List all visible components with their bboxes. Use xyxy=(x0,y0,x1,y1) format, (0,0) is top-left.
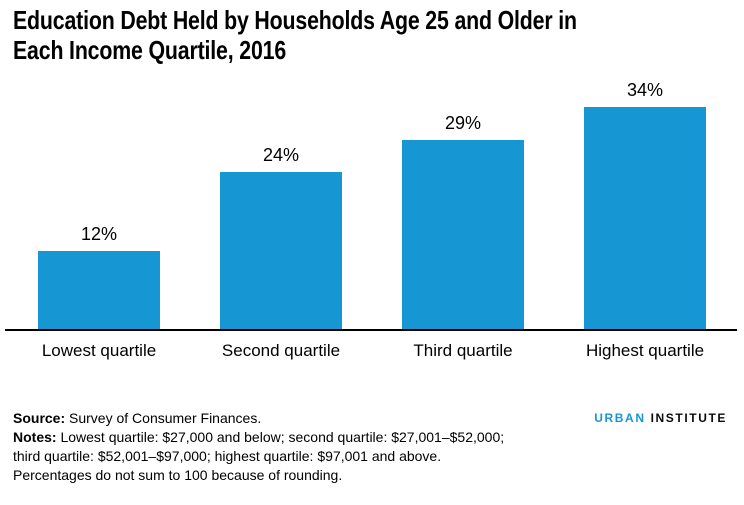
chart-title-line-1: Education Debt Held by Households Age 25… xyxy=(13,5,577,35)
bar-value-label: 34% xyxy=(626,80,664,100)
bar-value-label: 12% xyxy=(80,224,118,244)
bar xyxy=(584,107,706,329)
category-label: Lowest quartile xyxy=(41,341,157,360)
note-text: Lowest quartile: $27,000 and below; seco… xyxy=(56,429,505,445)
note-line: Notes: Lowest quartile: $27,000 and belo… xyxy=(13,428,504,447)
category-label: Third quartile xyxy=(413,341,513,360)
category-label: Highest quartile xyxy=(585,341,705,360)
logo-urban-text: URBAN xyxy=(594,411,646,425)
bar-column: 12% xyxy=(38,224,160,329)
logo-institute-text: INSTITUTE xyxy=(650,411,727,425)
category-axis-labels: Lowest quartile Second quartile Third quar… xyxy=(5,341,737,361)
note-line: Source: Survey of Consumer Finances. xyxy=(13,409,504,428)
note-bold-label: Notes: xyxy=(13,429,57,445)
bar xyxy=(220,172,342,329)
bars-container: 12% 24% 29% 34% xyxy=(5,80,737,329)
chart-notes: Source: Survey of Consumer Finances. Note… xyxy=(13,409,504,485)
bar-column: 24% xyxy=(220,145,342,329)
note-text: Survey of Consumer Finances. xyxy=(65,410,262,426)
chart-title: Education Debt Held by Households Age 25… xyxy=(13,5,612,65)
note-line: Percentages do not sum to 100 because of… xyxy=(13,466,504,485)
note-bold-label: Source: xyxy=(13,410,66,426)
urban-institute-logo: URBAN INSTITUTE xyxy=(594,409,727,425)
bar-column: 34% xyxy=(584,80,706,329)
bar-chart-plot-area: 12% 24% 29% 34% xyxy=(5,80,737,331)
chart-title-line-2: Each Income Quartile, 2016 xyxy=(13,35,287,65)
bar xyxy=(402,140,524,329)
bar-column: 29% xyxy=(402,113,524,329)
bar xyxy=(38,251,160,329)
chart-footer: Source: Survey of Consumer Finances. Note… xyxy=(13,409,727,485)
chart-page: Education Debt Held by Households Age 25… xyxy=(0,5,744,505)
note-text: third quartile: $52,001–$97,000; highest… xyxy=(13,448,442,464)
bar-value-label: 29% xyxy=(444,113,482,133)
bar-value-label: 24% xyxy=(262,145,300,165)
note-text: Percentages do not sum to 100 because of… xyxy=(13,467,343,483)
note-line: third quartile: $52,001–$97,000; highest… xyxy=(13,447,504,466)
category-label: Second quartile xyxy=(221,341,341,360)
